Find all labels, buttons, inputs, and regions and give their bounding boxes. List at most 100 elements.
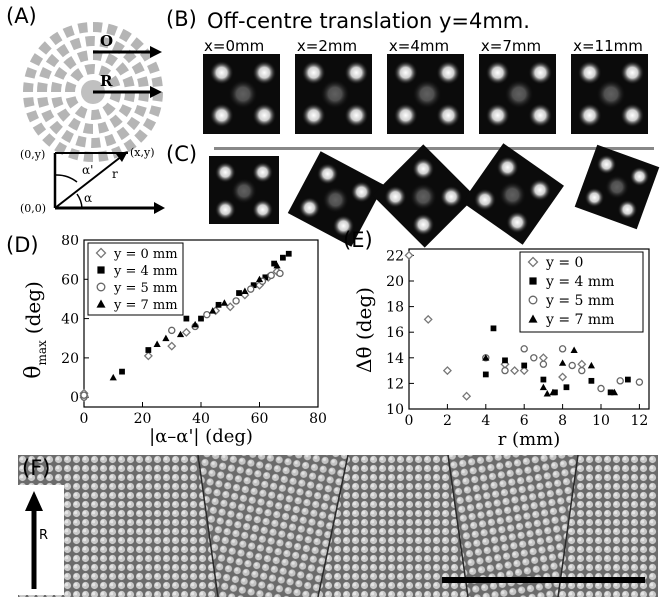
- marker-circle: [539, 360, 548, 368]
- x-tick-label: 8: [558, 413, 567, 429]
- marker-circle: [597, 384, 605, 393]
- polar-segment: [61, 129, 74, 143]
- marker-circle: [558, 345, 567, 353]
- y-axis-label-text: θmax(deg): [21, 281, 49, 379]
- polar-segment: [29, 53, 44, 66]
- polar-segment: [49, 31, 63, 46]
- diffraction-spot: [473, 188, 497, 211]
- b-x-label-2: x=4mm: [388, 37, 450, 55]
- polar-segment: [23, 97, 35, 108]
- x-tick-label: 12: [630, 413, 648, 429]
- b-x-label-0: x=0mm: [204, 37, 265, 55]
- polar-segment: [65, 96, 79, 109]
- marker-circle: [528, 295, 538, 305]
- marker-diamond: [510, 366, 520, 376]
- alpha-label: α: [84, 191, 92, 205]
- polar-segment: [37, 82, 48, 92]
- series-1: [482, 325, 631, 396]
- polar-segment: [119, 28, 132, 43]
- panel-e-label: (E): [343, 228, 373, 252]
- y-tick-label: 20: [61, 351, 79, 367]
- b-diffraction-image-3: [479, 54, 556, 134]
- marker-square: [236, 290, 242, 296]
- diffraction-center-glow: [320, 79, 350, 109]
- polar-segment: [38, 41, 52, 55]
- marker-diamond: [462, 391, 472, 401]
- r-coord-label: r: [112, 167, 118, 181]
- marker-diamond: [527, 256, 539, 268]
- polar-segment: [134, 129, 148, 143]
- marker-square: [502, 357, 508, 364]
- marker-square: [607, 389, 614, 396]
- b-x-label-3: x=7mm: [480, 37, 542, 55]
- marker-square: [198, 315, 204, 322]
- polar-segment: [104, 133, 117, 147]
- diffraction-spot: [252, 161, 274, 183]
- diffraction-spot: [316, 163, 339, 185]
- b-x-label-4: x=11mm: [573, 37, 643, 55]
- diffraction-spot: [344, 103, 369, 128]
- marker-triangle: [543, 390, 551, 397]
- diffraction-center-glow: [596, 79, 626, 109]
- marker-circle: [267, 271, 275, 280]
- c-rotated-diffraction-image-2: [372, 144, 476, 248]
- marker-diamond: [143, 351, 153, 361]
- diffraction-spot: [485, 103, 510, 128]
- y-tick-label: 10: [386, 402, 404, 418]
- polar-segment: [138, 92, 149, 102]
- y-tick-label: 12: [386, 376, 404, 392]
- marker-diamond: [95, 247, 107, 259]
- series-3: [109, 261, 281, 381]
- legend-entry: y = 4 mm: [545, 274, 614, 290]
- y-axis-label-text: Δθ (deg): [352, 287, 376, 373]
- polar-segment: [75, 135, 87, 148]
- marker-circle: [530, 354, 538, 362]
- legend-entry: y = 0 mm: [113, 247, 178, 262]
- polar-segment: [149, 105, 162, 117]
- y-axis-label-unit: (deg): [21, 281, 45, 334]
- marker-diamond: [519, 366, 529, 376]
- c-rotated-diffraction-image-1: [287, 151, 385, 247]
- marker-circle: [568, 361, 576, 370]
- diffraction-spot: [528, 60, 553, 85]
- polar-segment: [32, 122, 47, 136]
- diffraction-spot: [506, 211, 529, 234]
- diffraction-center-glow: [498, 181, 526, 209]
- panel-c-divider-line: [214, 147, 654, 150]
- marker-triangle: [587, 361, 595, 369]
- marker-triangle: [610, 388, 619, 396]
- diffraction-spot: [298, 197, 321, 219]
- alpha-prime-label: α': [82, 163, 93, 177]
- x-tick-label: 80: [309, 411, 327, 427]
- polar-segment: [115, 62, 129, 76]
- y-tick-label: 40: [61, 312, 79, 328]
- polar-segment: [93, 22, 103, 33]
- panel-d-label: (D): [6, 233, 39, 257]
- polar-segment: [62, 25, 75, 38]
- b-diffraction-image-4: [571, 54, 648, 134]
- polar-segment: [97, 121, 110, 134]
- r-vector-label: R: [100, 72, 113, 90]
- polar-segment: [134, 104, 147, 117]
- marker-triangle: [559, 359, 567, 366]
- marker-circle: [203, 310, 211, 319]
- r-direction-arrow: [25, 491, 43, 589]
- marker-triangle: [570, 346, 578, 353]
- legend: y = 0 y = 4 mm y = 5 mm y = 7 mm: [519, 251, 644, 333]
- y-axis-label: θmax(deg): [21, 281, 49, 379]
- diffraction-spot: [332, 215, 355, 237]
- marker-triangle: [162, 334, 170, 342]
- coord-label-xy: (x,y): [130, 146, 155, 159]
- marker-square: [563, 384, 570, 391]
- marker-square: [521, 362, 528, 369]
- polar-segment: [109, 92, 121, 103]
- diffraction-spot: [384, 185, 407, 208]
- marker-square: [540, 376, 547, 383]
- x-axis-label: |α–α'| (deg): [149, 426, 253, 447]
- marker-diamond: [538, 353, 548, 363]
- polar-segment: [142, 118, 157, 131]
- marker-circle: [276, 269, 284, 278]
- c-rotated-diffraction-image-0: [209, 156, 279, 224]
- marker-circle: [616, 377, 624, 385]
- diffraction-spot: [577, 60, 602, 85]
